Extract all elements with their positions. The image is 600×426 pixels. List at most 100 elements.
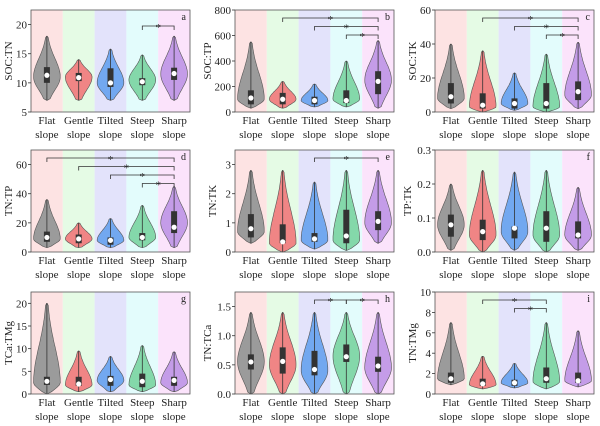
significance-star: * [544, 23, 550, 35]
significance-bracket [141, 183, 175, 188]
significance-bracket [314, 157, 379, 162]
significance-bracket [110, 174, 175, 179]
x-tick-label: slope [566, 411, 589, 423]
y-tick-label: 2 [426, 369, 432, 381]
significance-bracket [482, 17, 579, 22]
median-point [448, 376, 454, 382]
y-tick-label: 600 [215, 31, 232, 43]
x-tick-label: slope [366, 269, 389, 281]
x-tick-label: slope [35, 411, 58, 423]
x-tick-label: Gentle [468, 115, 497, 127]
y-tick-label: 20 [16, 218, 28, 230]
x-tick-label: Gentle [268, 255, 297, 267]
significance-star: * [559, 31, 565, 43]
y-tick-label: 0 [426, 107, 432, 119]
y-axis-label: TP:TK [402, 186, 414, 217]
significance-bracket [545, 34, 579, 39]
significance-star: * [140, 171, 146, 183]
median-point [107, 376, 114, 383]
y-axis-label: SOC:TK [407, 41, 419, 80]
median-point [139, 234, 145, 241]
x-tick-label: slope [162, 411, 185, 423]
x-tick-label: slope [131, 269, 154, 281]
iqr-box [343, 90, 350, 104]
y-tick-label: 0.2 [417, 179, 431, 191]
x-tick-label: Steep [334, 115, 359, 127]
x-tick-label: Flat [38, 397, 55, 409]
y-tick-label: 3 [226, 160, 232, 172]
x-tick-label: slope [535, 411, 558, 423]
panel-f: f 0.0 0.1 0.2 0.3 TP:TK Flat slope Gentle slope Ti… [402, 145, 595, 281]
x-tick-label: slope [335, 269, 358, 281]
panel-c: * * * c 0 20 40 60 SOC:TK Flat slope Gentle slope Til… [407, 5, 595, 141]
x-tick-label: slope [535, 269, 558, 281]
median-point [375, 78, 381, 84]
median-point [448, 222, 454, 228]
median-point [575, 232, 581, 238]
significance-star: * [328, 14, 334, 26]
median-point [511, 380, 518, 386]
iqr-box [107, 68, 114, 87]
median-point [76, 381, 82, 387]
median-point [311, 236, 318, 242]
y-tick-label: 0 [226, 247, 232, 259]
median-point [311, 366, 318, 373]
x-tick-label: slope [303, 411, 326, 423]
iqr-box [75, 376, 82, 386]
median-point [248, 95, 254, 101]
y-tick-label: 20 [420, 73, 432, 85]
significance-star: * [528, 14, 534, 26]
iqr-box [575, 372, 582, 383]
x-tick-label: slope [35, 129, 58, 141]
significance-star: * [328, 296, 334, 308]
y-tick-label: 40 [16, 189, 28, 201]
plot-frame [30, 149, 191, 253]
median-point [343, 233, 349, 239]
x-tick-label: slope [303, 129, 326, 141]
x-tick-label: Steep [534, 397, 559, 409]
significance-star: * [155, 180, 161, 192]
significance-star: * [124, 163, 130, 175]
median-point [44, 378, 50, 384]
median-point [139, 79, 145, 85]
x-tick-label: Tilted [302, 397, 328, 409]
x-tick-label: slope [366, 129, 389, 141]
x-tick-label: slope [99, 411, 122, 423]
median-point [543, 376, 549, 382]
iqr-box [171, 211, 178, 234]
x-tick-label: Sharp [565, 115, 591, 127]
x-tick-label: slope [303, 269, 326, 281]
x-tick-label: Gentle [268, 115, 297, 127]
y-tick-label: 800 [215, 5, 232, 17]
x-tick-label: slope [503, 129, 526, 141]
y-tick-label: 0 [22, 389, 28, 401]
median-point [480, 229, 486, 235]
significance-bracket [482, 299, 547, 304]
x-tick-label: Tilted [502, 255, 528, 267]
iqr-box [343, 209, 350, 244]
y-axis-label: TN:TCa [202, 325, 214, 362]
x-tick-label: Gentle [64, 115, 93, 127]
x-tick-label: slope [162, 269, 185, 281]
x-tick-label: Sharp [365, 255, 391, 267]
median-point [171, 377, 177, 383]
panel-d: * * * * d 0 20 40 60 TN:TP Flat slope Gentle slope Til… [3, 149, 191, 281]
plot-frame [234, 149, 395, 253]
median-point [248, 359, 254, 365]
iqr-box [247, 214, 254, 238]
y-tick-label: 20 [16, 298, 28, 310]
x-tick-label: slope [439, 129, 462, 141]
x-tick-label: slope [35, 269, 58, 281]
significance-star: * [155, 22, 161, 34]
x-tick-label: Sharp [365, 115, 391, 127]
median-point [280, 358, 286, 364]
x-tick-label: slope [566, 269, 589, 281]
y-tick-label: 0 [426, 389, 432, 401]
x-tick-label: slope [471, 129, 494, 141]
y-axis-label: SOC:TP [202, 42, 214, 79]
iqr-box [543, 367, 550, 383]
y-tick-label: 5 [22, 107, 28, 119]
x-tick-label: Tilted [98, 255, 124, 267]
y-tick-label: 40 [420, 39, 432, 51]
